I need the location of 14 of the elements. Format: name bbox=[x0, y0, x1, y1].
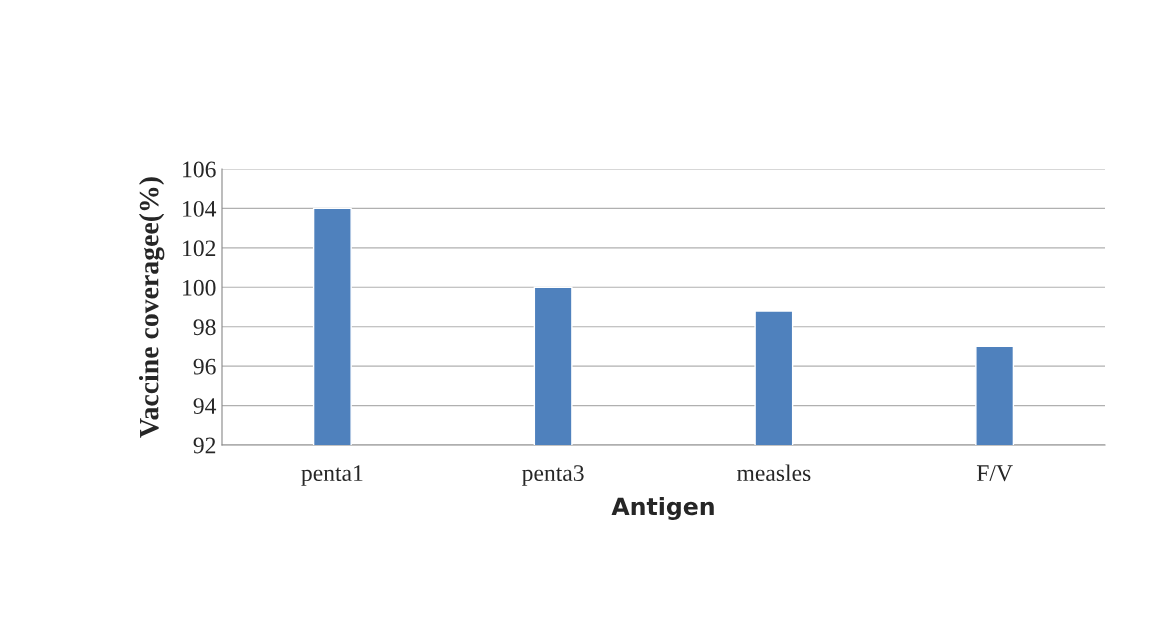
y-axis-title: Vaccine coveragee(%) bbox=[138, 177, 165, 438]
y-tick-label: 96 bbox=[193, 358, 216, 375]
x-axis-title: Antigen bbox=[611, 496, 714, 520]
x-tick-label: F/V bbox=[976, 465, 1013, 482]
x-tick-label: measles bbox=[737, 464, 811, 482]
y-tick-label: 104 bbox=[183, 200, 217, 217]
y-tick-label: 92 bbox=[193, 437, 216, 454]
x-tick-label: penta1 bbox=[301, 465, 363, 486]
y-tick-label: 98 bbox=[193, 319, 216, 336]
y-tick-label: 100 bbox=[183, 279, 216, 296]
y-tick-label: 106 bbox=[183, 161, 216, 178]
x-tick-label: penta3 bbox=[522, 465, 584, 486]
y-tick-label: 94 bbox=[193, 398, 217, 414]
y-tick-label: 102 bbox=[183, 240, 216, 257]
